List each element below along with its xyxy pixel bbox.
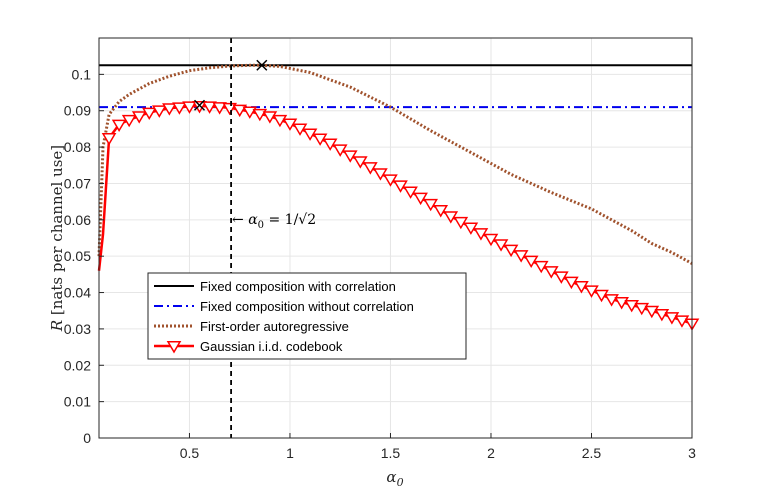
legend-label: Gaussian i.i.d. codebook: [200, 339, 343, 354]
maximum-x-marker: [256, 59, 268, 71]
gaussian-marker: [373, 168, 388, 181]
legend: Fixed composition with correlation Fixed …: [147, 272, 467, 360]
gaussian-marker: [262, 111, 278, 124]
x-tick-label: 1: [286, 445, 294, 461]
gaussian-marker: [413, 192, 428, 206]
x-tick-label: 2: [487, 445, 495, 461]
gaussian-marker: [594, 289, 609, 303]
gaussian-marker: [393, 180, 408, 193]
plot-background: [99, 38, 692, 438]
legend-label: Fixed composition with correlation: [200, 279, 396, 294]
gaussian-marker: [554, 271, 569, 284]
gaussian-marker: [363, 162, 378, 175]
gaussian-marker: [222, 102, 237, 116]
alpha-annotation: ← α0 = 1/√2: [232, 212, 316, 231]
x-tick-label: 3: [688, 445, 696, 461]
gaussian-marker: [584, 285, 599, 298]
gaussian-marker: [564, 276, 579, 290]
gaussian-marker: [302, 128, 318, 141]
gaussian-marker: [101, 133, 117, 146]
y-tick-label: 0.01: [64, 394, 91, 410]
gaussian-marker: [533, 260, 549, 274]
gaussian-marker: [232, 104, 248, 118]
gaussian-marker: [182, 101, 197, 114]
y-tick-label: 0.04: [64, 285, 91, 301]
gaussian-marker: [202, 101, 217, 114]
y-tick-label: 0.07: [64, 175, 91, 191]
y-tick-label: 0.09: [64, 103, 91, 119]
x-tick-label: 2.5: [582, 445, 602, 461]
gaussian-marker: [272, 114, 288, 128]
gaussian-marker: [192, 101, 207, 114]
gaussian-marker: [242, 106, 258, 119]
gaussian-marker: [282, 118, 298, 131]
y-tick-label: 0.1: [72, 66, 92, 82]
gaussian-marker: [543, 266, 559, 279]
gaussian-marker: [141, 107, 157, 121]
ticks: 0.5 1 1.5 2 2.5 3 0 0.01 0.02 0.03 0.04 0.05 0.06 0.0…: [64, 66, 696, 461]
gaussian-marker: [151, 105, 167, 118]
gaussian-marker: [322, 138, 338, 151]
gaussian-marker: [162, 103, 177, 116]
gaussian-marker: [403, 186, 418, 199]
gaussian-marker: [131, 111, 147, 124]
gaussian-marker: [353, 156, 368, 169]
x-tick-label: 0.5: [180, 445, 200, 461]
gaussian-marker: [312, 133, 328, 146]
gaussian-marker: [423, 198, 438, 212]
y-tick-label: 0.06: [64, 212, 91, 228]
maximum-x-marker: [193, 99, 206, 111]
plot-frame: [98, 37, 693, 439]
y-tick-label: 0: [83, 430, 91, 446]
gaussian-marker: [383, 174, 398, 187]
gaussian-marker: [433, 205, 449, 218]
gaussian-marker: [523, 255, 539, 269]
gaussian-marker: [252, 108, 268, 122]
y-tick-label: 0.08: [64, 139, 91, 155]
legend-label: Fixed composition without correlation: [200, 299, 414, 314]
y-axis-label: R [nats per channel use]: [48, 145, 66, 332]
gaussian-marker: [342, 150, 358, 163]
gaussian-marker: [121, 114, 137, 128]
y-tick-label: 0.05: [64, 248, 91, 264]
gaussian-marker: [111, 119, 127, 133]
y-tick-label: 0.03: [64, 321, 91, 337]
legend-marker: [166, 341, 182, 354]
gaussian-marker: [332, 144, 348, 157]
legend-box: [147, 272, 467, 360]
legend-label: First-order autoregressive: [200, 319, 349, 334]
gaussian-marker: [172, 102, 187, 115]
y-tick-label: 0.02: [64, 357, 91, 373]
gaussian-marker: [574, 281, 589, 294]
gaussian-marker: [212, 102, 227, 115]
marker-layer: [193, 59, 268, 111]
gaussian-marker: [292, 123, 308, 136]
x-axis-label: α0: [386, 468, 403, 489]
x-tick-label: 1.5: [381, 445, 401, 461]
